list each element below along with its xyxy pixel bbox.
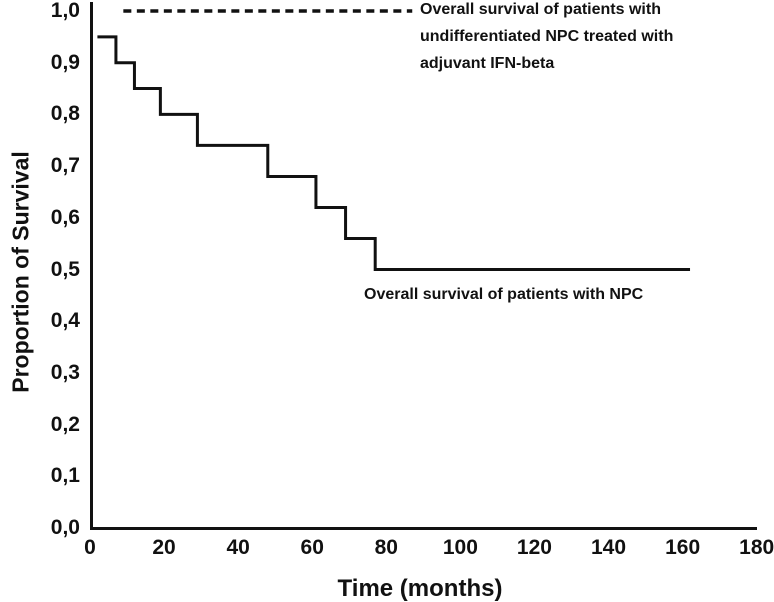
legend-line-2: undifferentiated NPC treated with [420,28,674,45]
y-axis-title: Proportion of Survival [7,151,34,393]
legend-ifn-beta-curve: Overall survival of patients with undiff… [420,0,673,77]
annotation-npc-curve: Overall survival of patients with NPC [364,286,644,303]
x-axis-title: Time (months) [337,575,503,602]
legend-line-1: Overall survival of patients with [420,1,661,18]
legend-line-3: adjuvant IFN-beta [420,55,555,72]
axis-lines [90,2,757,530]
step-series-line [97,35,691,271]
